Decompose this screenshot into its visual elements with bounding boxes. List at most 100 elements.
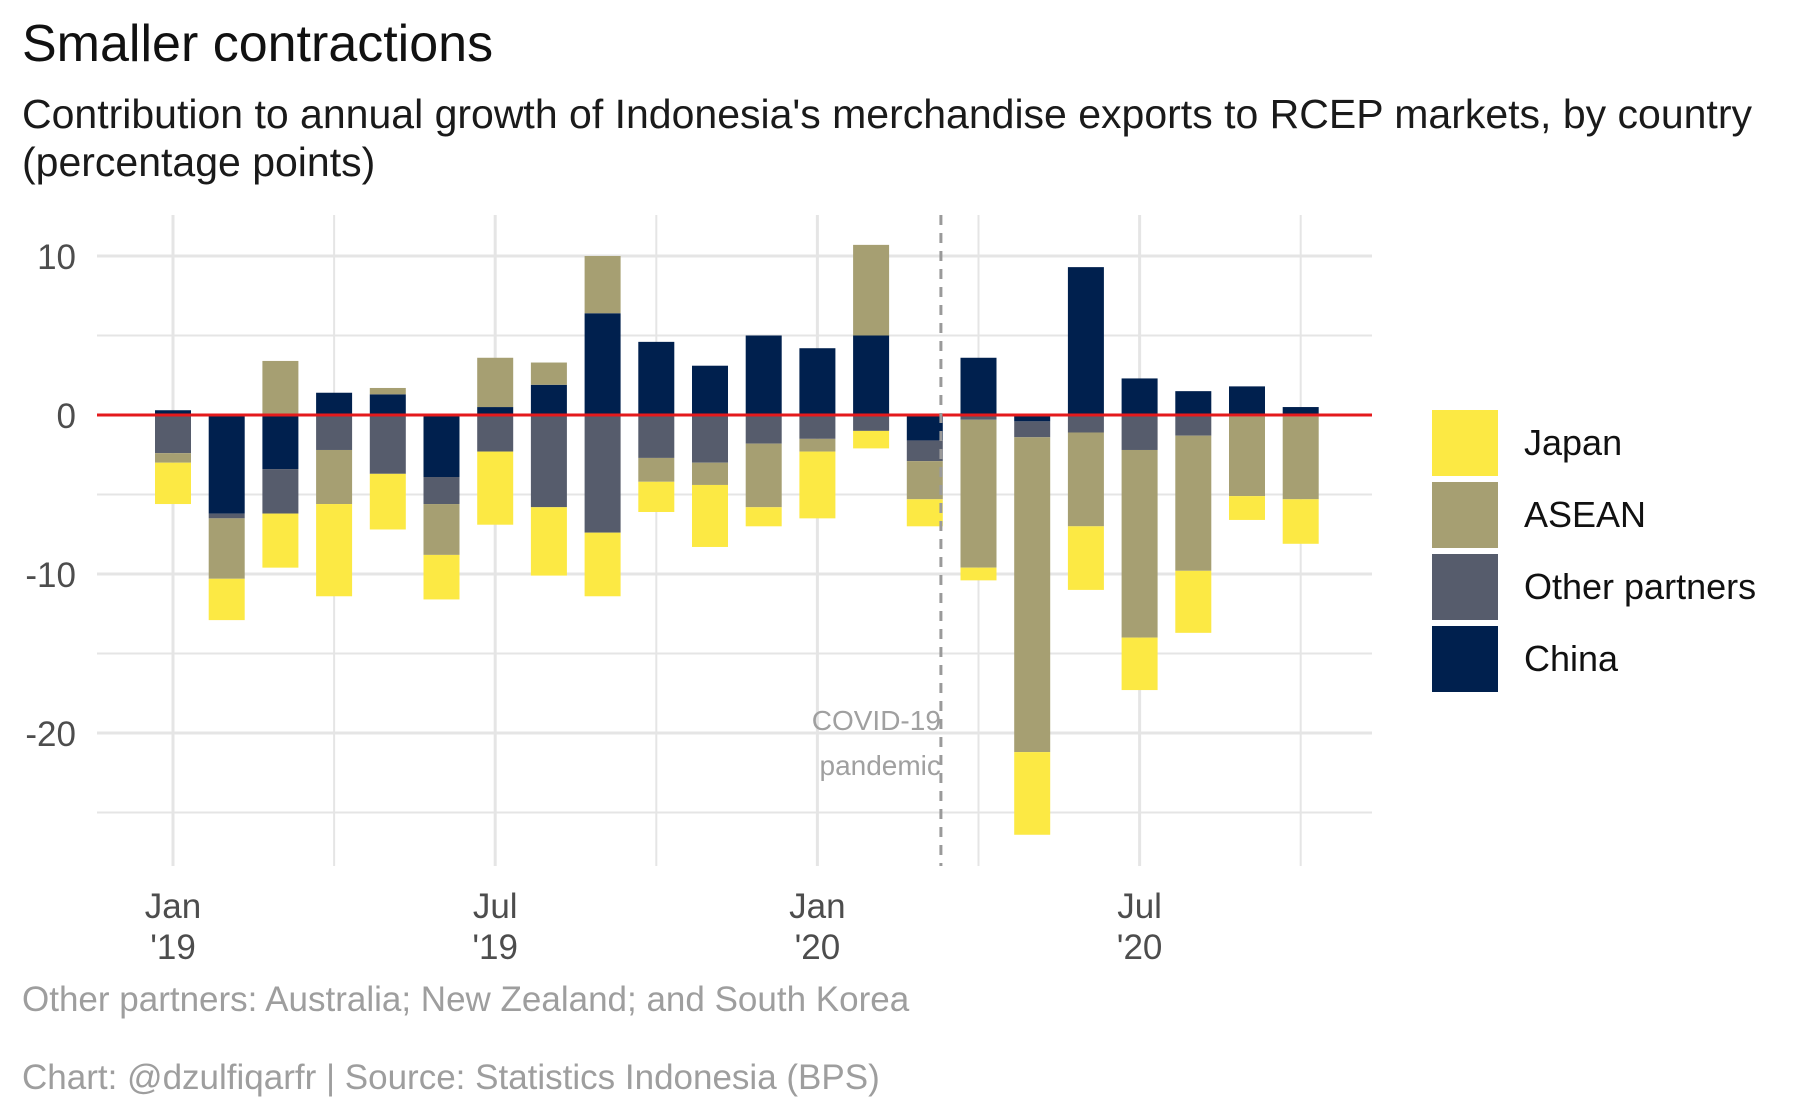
x-tick-label: Jul [473,887,518,926]
bar-asean [369,387,406,395]
bar-other-partners [960,415,997,420]
bar-other-partners [906,440,943,462]
covid-annotation: pandemic [820,750,941,781]
bar-other-partners [316,415,353,450]
bar-other-partners [692,415,728,463]
legend-item-china: China [1432,623,1756,695]
bar-asean [316,449,353,505]
bar-other-partners [262,469,299,514]
bar-asean [423,504,460,555]
bar-japan [1175,570,1212,633]
bar-china [1067,267,1104,415]
bar-china [799,348,836,415]
bar-asean [799,438,836,452]
bar-other-partners [638,415,675,458]
bar-japan [584,532,621,597]
bar-japan [1282,499,1319,544]
bar-china [584,313,621,415]
x-tick-label: '20 [795,928,841,967]
bar-asean [262,360,299,415]
bar-china [853,335,890,415]
bar-china [262,415,299,470]
legend-item-japan: Japan [1432,407,1756,479]
bar-asean [906,461,943,500]
y-tick-label: -20 [25,715,76,754]
bar-asean [853,244,890,336]
legend-swatch-other-partners [1432,554,1498,620]
bar-china [1014,415,1051,422]
bar-japan [692,484,728,547]
bar-asean [1121,449,1158,638]
bar-japan [530,507,567,576]
bar-china [316,392,353,415]
bar-asean [1229,416,1265,497]
legend-label-china: China [1524,638,1619,679]
bar-other-partners [1067,415,1104,433]
bar-japan [423,554,460,600]
covid-annotation: COVID-19 [812,705,941,736]
bar-asean [1282,416,1319,500]
bar-japan [1121,637,1158,691]
bar-china [906,415,943,441]
bar-japan [369,473,406,530]
x-tick-label: Jan [145,887,201,926]
bar-japan [262,513,299,568]
bar-china [638,341,675,415]
y-tick-label: 10 [37,238,76,277]
bar-other-partners [477,415,514,452]
legend-swatch-asean [1432,482,1498,548]
x-tick-label: Jan [789,887,845,926]
chart-subtitle: Contribution to annual growth of Indones… [22,91,1752,185]
bar-asean [208,518,245,579]
bar-china [1282,407,1319,415]
chart-title: Smaller contractions [22,15,494,73]
bar-japan [1229,496,1265,520]
bar-asean [745,443,782,508]
bar-asean [530,362,567,385]
legend-swatch-japan [1432,410,1498,476]
bar-other-partners [745,415,782,444]
bar-other-partners [799,415,836,439]
bar-china [208,415,245,514]
legend-label-japan: Japan [1524,422,1623,463]
bar-japan [155,462,191,505]
bar-other-partners [530,415,567,508]
caption-source: Chart: @dzulfiqarfr | Source: Statistics… [22,1058,880,1097]
bar-japan [477,451,514,525]
legend-item-asean: ASEAN [1432,479,1756,551]
bar-japan [316,504,353,597]
bar-other-partners [1014,421,1051,438]
bar-china [692,365,728,415]
bar-asean [638,457,675,482]
bar-other-partners [423,477,460,505]
bar-other-partners [208,513,245,519]
bar-asean [960,419,997,568]
bar-japan [745,507,782,527]
bar-other-partners [369,415,406,474]
bar-china [155,410,191,415]
y-tick-label: -10 [25,556,76,595]
bar-asean [1014,437,1051,753]
bar-japan [1067,526,1104,590]
bar-japan [906,499,943,527]
bar-other-partners [584,415,621,533]
legend-label-other-partners: Other partners [1524,566,1757,607]
bar-other-partners [155,415,191,454]
bar-other-partners [1121,415,1158,450]
bar-china [1229,386,1265,415]
bar-japan [960,567,997,581]
caption-note: Other partners: Australia; New Zealand; … [22,980,910,1019]
bar-china [745,335,782,415]
legend: Japan ASEAN Other partners China [1432,407,1756,695]
legend-item-other-partners: Other partners [1432,551,1756,623]
bar-china [530,384,567,415]
bar-asean [1175,435,1212,571]
bar-china [477,407,514,415]
bar-china [369,394,406,415]
bar-china [1175,391,1212,415]
bar-asean [1067,432,1104,527]
bar-japan [638,481,675,512]
x-tick-label: Jul [1117,887,1162,926]
bar-asean [584,256,621,314]
